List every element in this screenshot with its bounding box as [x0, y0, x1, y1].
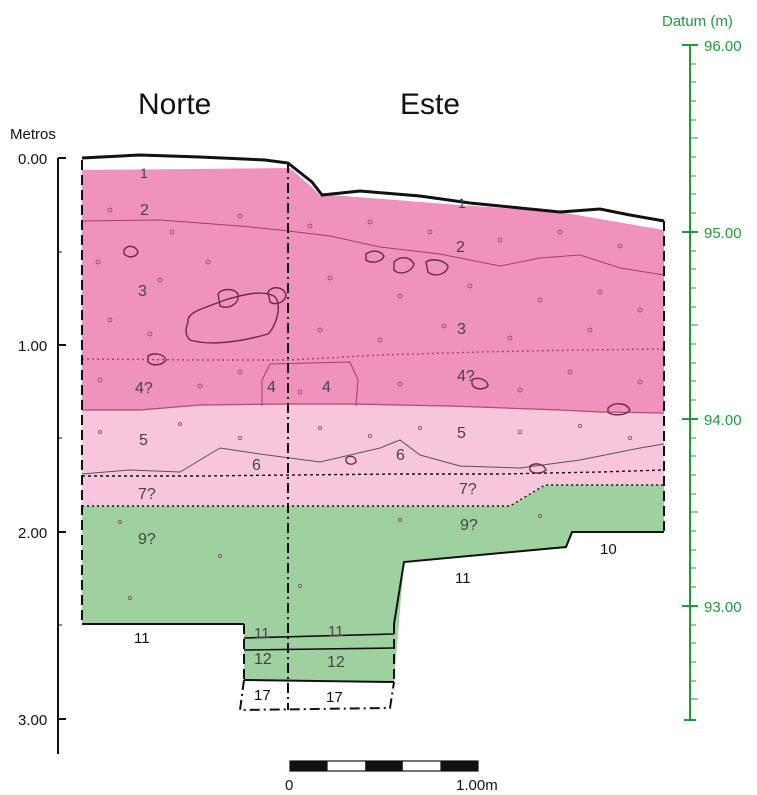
layer-label: 1	[140, 165, 148, 181]
layer-label: 7?	[459, 481, 477, 498]
boundary-5-6	[81, 439, 665, 475]
layer-label: 4?	[457, 368, 475, 385]
boundary-4-5	[82, 403, 665, 414]
layer-label: 4	[267, 379, 276, 396]
layer-label: 17	[326, 689, 343, 706]
left-axis-tick-1: 1.00	[18, 338, 47, 355]
layer-label: 6	[252, 457, 261, 474]
surface-line	[81, 153, 665, 223]
layer-label: 5	[139, 432, 148, 449]
stratum-layers-5-7	[82, 404, 664, 506]
boundary-12-17	[243, 679, 395, 683]
stratum-layer-1-east	[290, 163, 664, 230]
layer-label: 11	[134, 630, 150, 647]
heading-north: Norte	[138, 88, 211, 121]
layer-label: 11	[328, 623, 344, 640]
layer-label: 3	[457, 321, 466, 338]
layer-label: 9?	[138, 531, 156, 548]
section-outline-17	[238, 679, 395, 712]
left-axis	[57, 157, 66, 754]
right-axis	[682, 44, 698, 721]
layer-label: 10	[600, 541, 617, 558]
layer-label: 12	[327, 654, 345, 671]
layer-label: 6	[396, 447, 405, 464]
layer-label: 9?	[460, 517, 478, 534]
right-axis-tick-1: 95.00	[704, 225, 742, 242]
left-axis-tick-3: 3.00	[18, 712, 47, 729]
left-axis-tick-2: 2.00	[18, 525, 47, 542]
layer-label: 11	[254, 625, 270, 642]
right-axis-tick-3: 93.00	[704, 599, 742, 616]
layer-label: 3	[138, 283, 147, 300]
stratum-layers-1-4	[82, 168, 664, 413]
layer-label: 4	[322, 379, 331, 396]
boundary-11-12	[243, 633, 395, 651]
scale-bar-start: 0	[285, 777, 293, 794]
layer-label: 12	[254, 651, 272, 668]
layer-label: 1	[458, 195, 466, 211]
pebbles	[95, 207, 643, 601]
layer-label: 7?	[138, 486, 156, 503]
layer-label: 2	[140, 202, 149, 219]
scale-bar	[289, 760, 479, 772]
left-axis-title: Metros	[10, 126, 56, 143]
left-axis-tick-0: 0.00	[18, 151, 47, 168]
section-outline-pit	[243, 624, 395, 682]
heading-east: Este	[400, 88, 460, 121]
layer-label: 17	[254, 687, 271, 704]
layer-label: 11	[455, 570, 471, 587]
boundary-9-11	[82, 531, 664, 625]
right-axis-tick-2: 94.00	[704, 412, 742, 429]
stratum-layers-9-12	[82, 485, 664, 682]
boundary-6-7	[82, 469, 665, 477]
stones	[123, 245, 631, 474]
layer-label: 4?	[135, 380, 153, 397]
right-axis-title: Datum (m)	[662, 13, 733, 30]
boundary-4-north	[261, 361, 359, 407]
right-axis-tick-0: 96.00	[704, 38, 742, 55]
boundary-2-3	[81, 219, 665, 276]
scale-bar-end: 1.00m	[456, 777, 498, 794]
layer-label: 5	[457, 425, 466, 442]
layer-label: 2	[456, 239, 465, 256]
